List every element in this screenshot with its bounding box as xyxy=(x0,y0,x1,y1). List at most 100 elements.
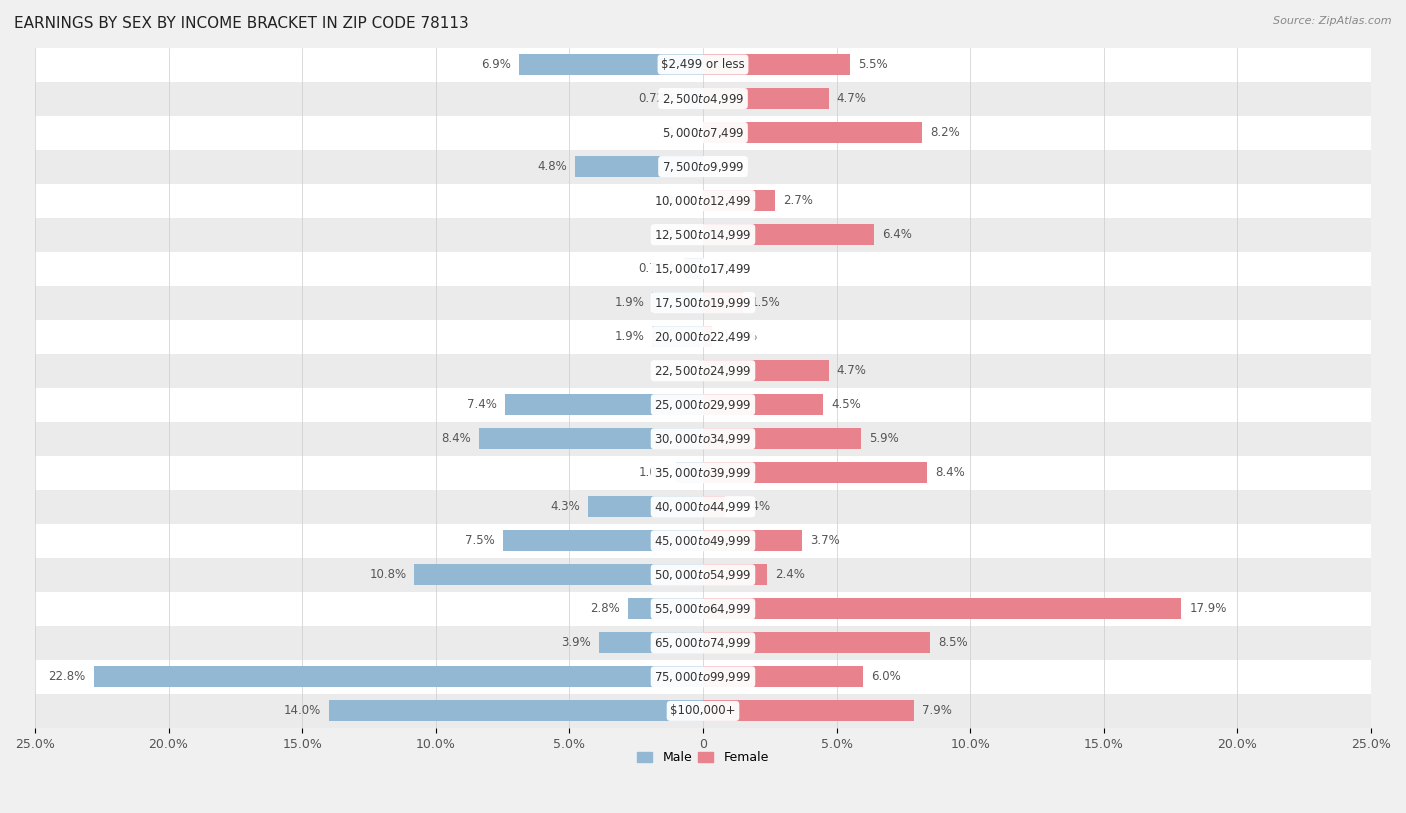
Text: $35,000 to $39,999: $35,000 to $39,999 xyxy=(654,466,752,480)
Text: $55,000 to $64,999: $55,000 to $64,999 xyxy=(654,602,752,615)
Text: 7.5%: 7.5% xyxy=(465,534,495,547)
Text: 17.9%: 17.9% xyxy=(1189,602,1226,615)
Text: 0.34%: 0.34% xyxy=(720,330,758,343)
Bar xyxy=(35,489,1371,524)
Text: 1.9%: 1.9% xyxy=(614,330,644,343)
Bar xyxy=(94,667,703,688)
Bar xyxy=(703,360,828,381)
Bar xyxy=(652,292,703,313)
Bar xyxy=(703,667,863,688)
Bar xyxy=(703,224,875,246)
Text: 2.4%: 2.4% xyxy=(775,568,806,581)
Text: 8.2%: 8.2% xyxy=(931,126,960,139)
Bar xyxy=(703,88,828,109)
Text: 3.9%: 3.9% xyxy=(561,637,591,650)
Bar xyxy=(575,156,703,177)
Bar xyxy=(35,354,1371,388)
Text: 2.7%: 2.7% xyxy=(783,194,813,207)
Text: $15,000 to $17,499: $15,000 to $17,499 xyxy=(654,262,752,276)
Bar xyxy=(35,660,1371,693)
Text: 0.84%: 0.84% xyxy=(734,500,770,513)
Bar xyxy=(519,54,703,75)
Bar xyxy=(676,463,703,483)
Text: 10.8%: 10.8% xyxy=(370,568,406,581)
Text: 4.8%: 4.8% xyxy=(537,160,567,173)
Bar xyxy=(35,218,1371,252)
Bar xyxy=(683,258,703,279)
Text: $75,000 to $99,999: $75,000 to $99,999 xyxy=(654,670,752,684)
Bar xyxy=(35,626,1371,660)
Legend: Male, Female: Male, Female xyxy=(633,746,773,769)
Bar xyxy=(703,394,824,415)
Text: 5.5%: 5.5% xyxy=(858,58,887,71)
Bar xyxy=(703,190,775,211)
Text: 4.5%: 4.5% xyxy=(831,398,860,411)
Bar xyxy=(703,54,851,75)
Text: $22,500 to $24,999: $22,500 to $24,999 xyxy=(654,363,752,378)
Text: $25,000 to $29,999: $25,000 to $29,999 xyxy=(654,398,752,411)
Text: 0.0%: 0.0% xyxy=(711,160,741,173)
Bar xyxy=(703,122,922,143)
Text: 0.0%: 0.0% xyxy=(665,126,695,139)
Text: 1.9%: 1.9% xyxy=(614,296,644,309)
Text: $45,000 to $49,999: $45,000 to $49,999 xyxy=(654,534,752,548)
Bar xyxy=(35,81,1371,115)
Text: $5,000 to $7,499: $5,000 to $7,499 xyxy=(662,125,744,140)
Bar xyxy=(35,285,1371,320)
Text: $2,500 to $4,999: $2,500 to $4,999 xyxy=(662,92,744,106)
Bar xyxy=(628,598,703,620)
Bar xyxy=(505,394,703,415)
Bar xyxy=(703,700,914,721)
Text: 8.4%: 8.4% xyxy=(935,467,966,479)
Text: 0.0%: 0.0% xyxy=(665,194,695,207)
Text: 0.0%: 0.0% xyxy=(711,262,741,275)
Text: 4.7%: 4.7% xyxy=(837,364,866,377)
Text: 4.3%: 4.3% xyxy=(550,500,581,513)
Text: 0.72%: 0.72% xyxy=(638,262,676,275)
Text: EARNINGS BY SEX BY INCOME BRACKET IN ZIP CODE 78113: EARNINGS BY SEX BY INCOME BRACKET IN ZIP… xyxy=(14,16,468,31)
Bar xyxy=(699,360,703,381)
Bar xyxy=(588,496,703,517)
Bar xyxy=(35,524,1371,558)
Text: 8.5%: 8.5% xyxy=(938,637,967,650)
Bar xyxy=(329,700,703,721)
Text: 6.9%: 6.9% xyxy=(481,58,510,71)
Bar xyxy=(35,115,1371,150)
Bar xyxy=(478,428,703,450)
Bar xyxy=(502,530,703,551)
Bar xyxy=(415,564,703,585)
Bar xyxy=(703,564,768,585)
Bar xyxy=(35,47,1371,81)
Bar xyxy=(35,592,1371,626)
Text: 3.7%: 3.7% xyxy=(810,534,839,547)
Text: 0.0%: 0.0% xyxy=(665,228,695,241)
Text: 1.5%: 1.5% xyxy=(751,296,780,309)
Bar xyxy=(35,252,1371,285)
Text: $17,500 to $19,999: $17,500 to $19,999 xyxy=(654,296,752,310)
Text: 0.14%: 0.14% xyxy=(654,364,692,377)
Bar xyxy=(703,463,928,483)
Text: $7,500 to $9,999: $7,500 to $9,999 xyxy=(662,159,744,174)
Text: $65,000 to $74,999: $65,000 to $74,999 xyxy=(654,636,752,650)
Text: 0.72%: 0.72% xyxy=(638,92,676,105)
Bar xyxy=(35,320,1371,354)
Text: $30,000 to $34,999: $30,000 to $34,999 xyxy=(654,432,752,446)
Text: $40,000 to $44,999: $40,000 to $44,999 xyxy=(654,500,752,514)
Text: 7.9%: 7.9% xyxy=(922,704,952,717)
Text: $10,000 to $12,499: $10,000 to $12,499 xyxy=(654,193,752,207)
Bar xyxy=(703,598,1181,620)
Text: 4.7%: 4.7% xyxy=(837,92,866,105)
Bar xyxy=(703,633,931,654)
Text: 14.0%: 14.0% xyxy=(284,704,321,717)
Text: $20,000 to $22,499: $20,000 to $22,499 xyxy=(654,330,752,344)
Bar xyxy=(703,530,801,551)
Text: $2,499 or less: $2,499 or less xyxy=(661,58,745,71)
Text: $12,500 to $14,999: $12,500 to $14,999 xyxy=(654,228,752,241)
Text: 6.0%: 6.0% xyxy=(872,671,901,684)
Text: 2.8%: 2.8% xyxy=(591,602,620,615)
Text: 6.4%: 6.4% xyxy=(882,228,912,241)
Text: 5.9%: 5.9% xyxy=(869,433,898,446)
Bar xyxy=(35,388,1371,422)
Bar xyxy=(703,292,744,313)
Bar xyxy=(35,150,1371,184)
